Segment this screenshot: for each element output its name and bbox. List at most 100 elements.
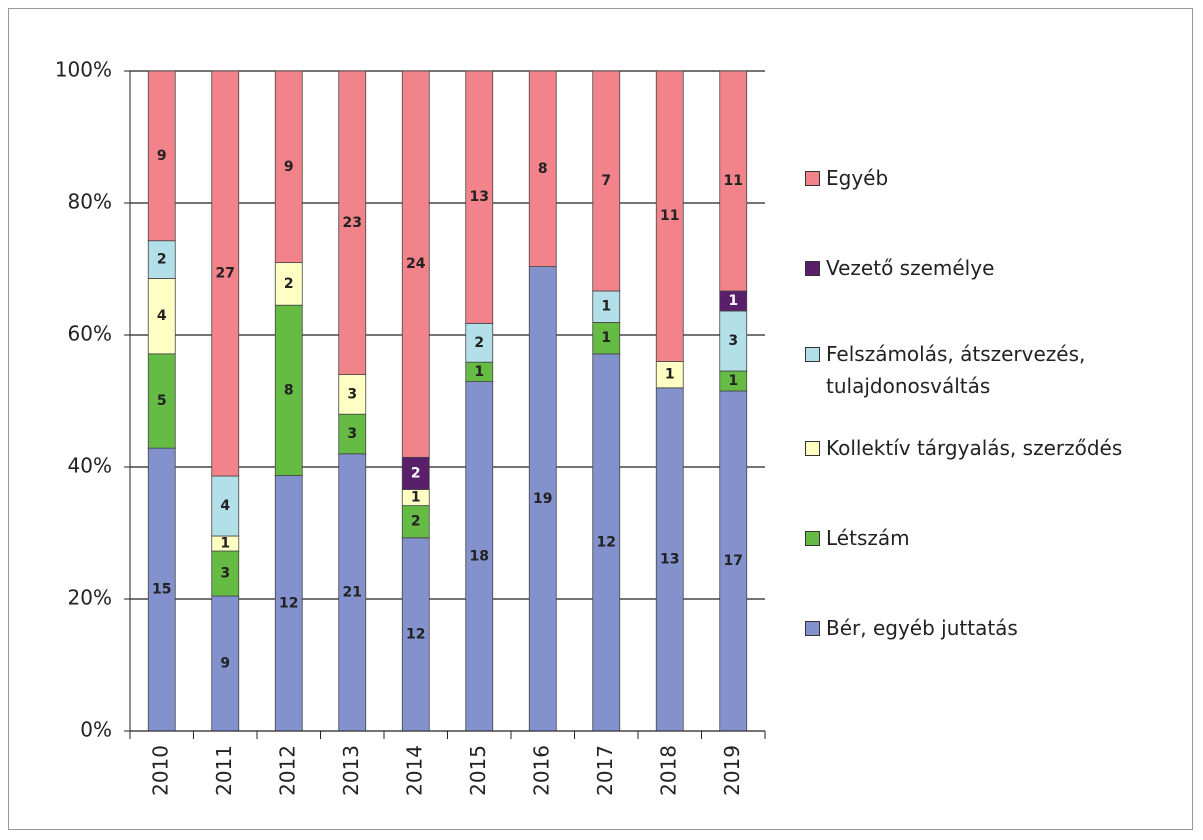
- bar-segment: [719, 390, 748, 732]
- y-tick-label: 0%: [80, 718, 112, 742]
- value-label: 1: [601, 330, 611, 346]
- legend-swatch: [805, 441, 820, 456]
- value-label: 9: [284, 159, 294, 175]
- x-tick-label: 2014: [402, 745, 426, 796]
- value-label: 5: [157, 393, 167, 409]
- value-label: 4: [220, 498, 230, 514]
- x-tick-label: 2015: [466, 745, 490, 796]
- legend-item: Kollektív tárgyalás, szerződés: [805, 432, 1190, 464]
- value-label: 15: [152, 582, 171, 598]
- bar-segment: [274, 262, 303, 306]
- bar-segment: [338, 413, 367, 455]
- legend-label: Egyéb: [826, 166, 889, 190]
- value-label: 13: [660, 551, 679, 567]
- value-label: 2: [157, 252, 167, 268]
- x-tick-label: 2018: [656, 745, 680, 796]
- value-label: 13: [470, 189, 489, 205]
- y-tick-label: 100%: [55, 58, 112, 82]
- legend-item: Bér, egyéb juttatás: [805, 612, 1190, 644]
- value-label: 18: [470, 548, 489, 564]
- bar-segment: [465, 322, 494, 363]
- value-label: 12: [597, 534, 616, 550]
- bar-segment: [211, 550, 240, 597]
- legend-swatch: [805, 531, 820, 546]
- value-label: 2: [411, 465, 421, 481]
- legend-label: Vezető személye: [826, 256, 995, 280]
- value-label: 17: [724, 553, 743, 569]
- bar-segment: [528, 70, 557, 267]
- bar-segment: [655, 70, 684, 362]
- value-label: 1: [728, 373, 738, 389]
- value-label: 11: [724, 173, 743, 189]
- legend-label: Felszámolás, átszervezés, tulajdonosvált…: [826, 342, 1086, 398]
- value-label: 1: [728, 293, 738, 309]
- legend-item: Felszámolás, átszervezés, tulajdonosvált…: [805, 338, 1190, 402]
- legend-item: Létszám: [805, 522, 1190, 554]
- value-label: 12: [406, 626, 425, 642]
- x-tick-label: 2016: [529, 745, 553, 796]
- value-label: 2: [474, 335, 484, 351]
- value-label: 23: [343, 215, 362, 231]
- value-label: 3: [347, 426, 357, 442]
- value-label: 1: [665, 367, 675, 383]
- value-label: 8: [284, 382, 294, 398]
- y-tick-label: 40%: [68, 454, 112, 478]
- bar-segment: [147, 278, 176, 355]
- bar-segment: [655, 387, 684, 732]
- x-tick-label: 2017: [593, 745, 617, 796]
- value-label: 7: [601, 173, 611, 189]
- bar-segment: [719, 70, 748, 292]
- value-label: 3: [347, 386, 357, 402]
- y-tick-label: 80%: [68, 190, 112, 214]
- bar-segment: [211, 475, 240, 537]
- y-tick-label: 20%: [68, 586, 112, 610]
- value-label: 21: [343, 584, 362, 600]
- value-label: 4: [157, 308, 167, 324]
- bar-segment: [211, 595, 240, 732]
- value-label: 1: [601, 299, 611, 315]
- legend-label: Létszám: [826, 526, 910, 550]
- x-tick-label: 2019: [720, 745, 744, 796]
- legend-item: Vezető személye: [805, 252, 1190, 284]
- value-label: 11: [660, 208, 679, 224]
- bar-segment: [465, 70, 494, 324]
- bar-segment: [338, 374, 367, 415]
- bar-segment: [592, 70, 621, 292]
- bar-segment: [592, 322, 621, 355]
- x-tick-label: 2010: [148, 745, 172, 796]
- value-label: 2: [284, 276, 294, 292]
- bar-segment: [274, 475, 303, 732]
- legend-swatch: [805, 621, 820, 636]
- value-label: 19: [533, 491, 552, 507]
- bar-segment: [719, 310, 748, 372]
- bar-segment: [401, 537, 430, 732]
- legend-label: Kollektív tárgyalás, szerződés: [826, 436, 1123, 460]
- value-label: 1: [220, 536, 230, 552]
- x-tick-label: 2011: [212, 745, 236, 796]
- value-label: 3: [728, 333, 738, 349]
- legend-swatch: [805, 347, 820, 362]
- value-label: 9: [157, 148, 167, 164]
- value-label: 1: [474, 364, 484, 380]
- y-tick-label: 60%: [68, 322, 112, 346]
- legend-swatch: [805, 261, 820, 276]
- value-label: 8: [538, 161, 548, 177]
- bar-segment: [147, 70, 176, 242]
- bar-segment: [211, 70, 240, 477]
- value-label: 1: [411, 490, 421, 506]
- bar-segment: [274, 304, 303, 476]
- frame: [8, 8, 1193, 830]
- x-tick-label: 2013: [339, 745, 363, 796]
- value-label: 27: [216, 266, 235, 282]
- value-label: 3: [220, 566, 230, 582]
- bar-segment: [338, 453, 367, 732]
- legend-item: Egyéb: [805, 162, 1190, 194]
- value-label: 12: [279, 595, 298, 611]
- bar-segment: [401, 70, 430, 458]
- x-tick-label: 2012: [275, 745, 299, 796]
- bar-segment: [528, 266, 557, 732]
- value-label: 2: [411, 514, 421, 530]
- bar-segment: [274, 70, 303, 264]
